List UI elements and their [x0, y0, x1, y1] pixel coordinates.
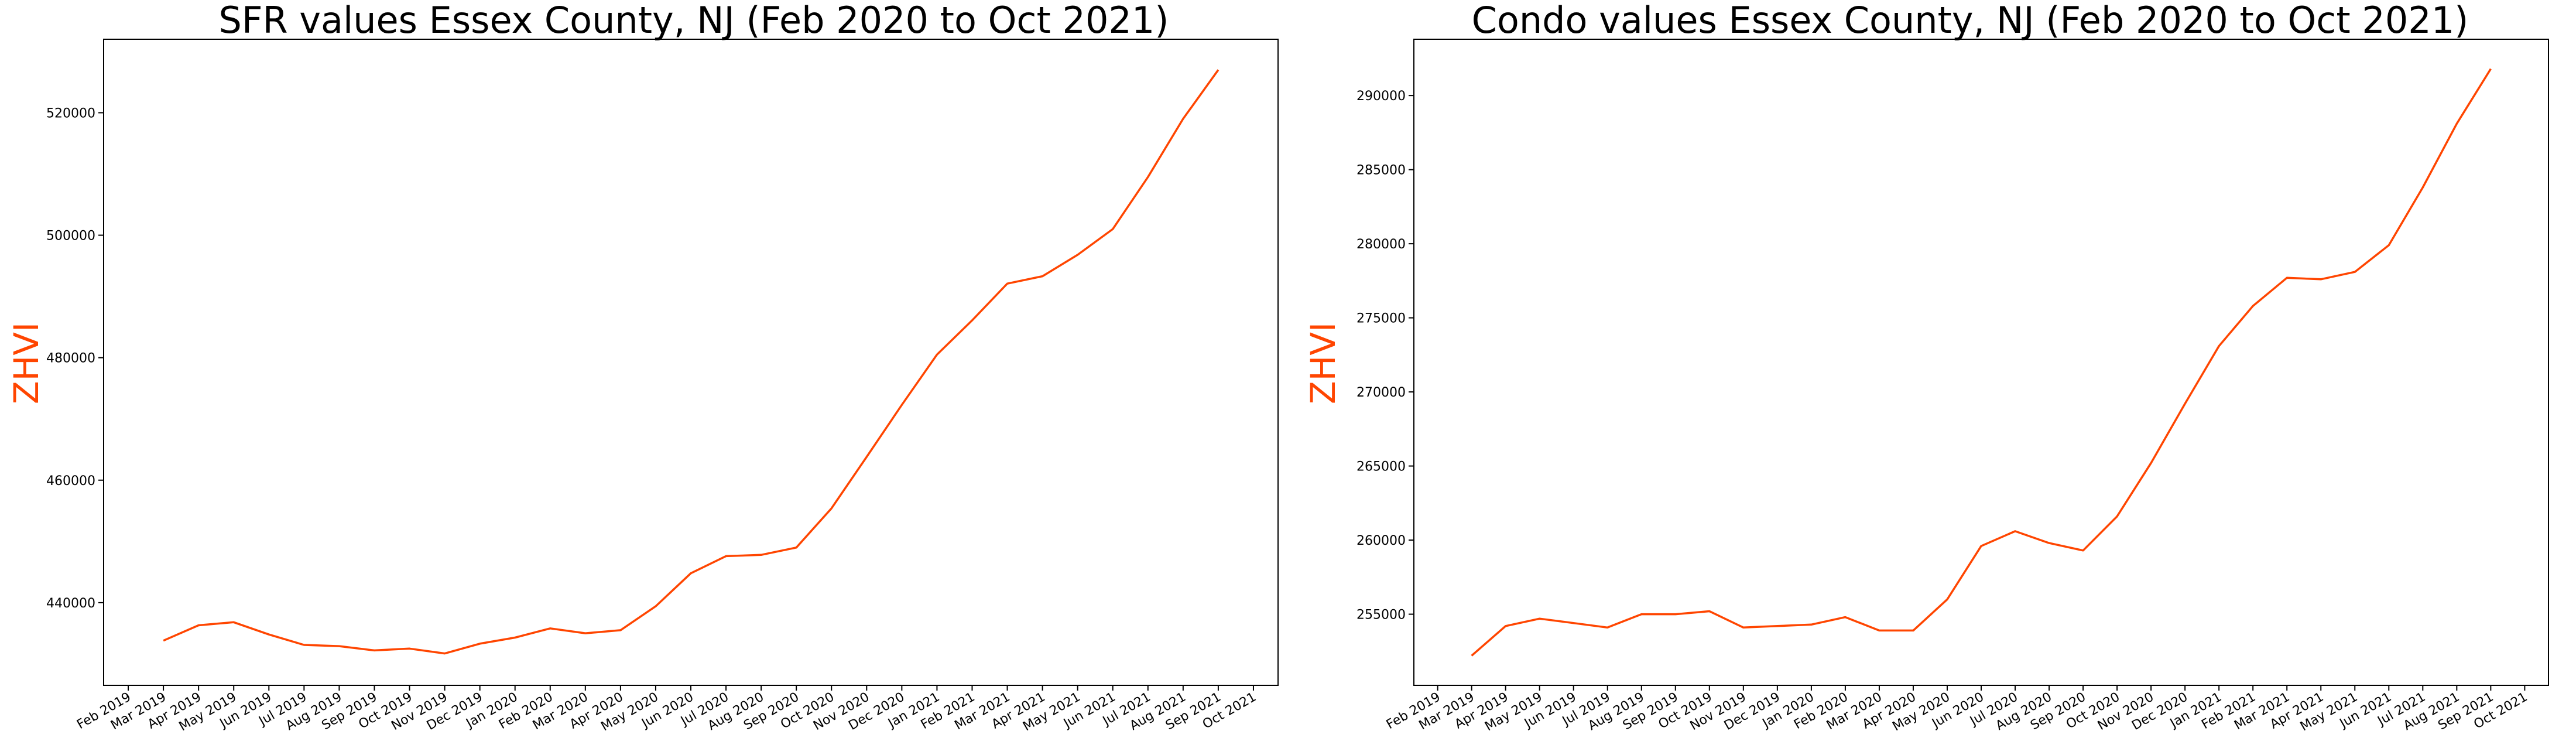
- series-line: [1471, 68, 2492, 657]
- y-tick-label: 500000: [46, 229, 95, 244]
- y-tick-label: 255000: [1356, 608, 1406, 623]
- plot-area: [103, 39, 1279, 686]
- y-axis-label: ZHVI: [1303, 322, 1343, 404]
- y-tick-label: 285000: [1356, 163, 1406, 178]
- sfr-chart: SFR values Essex County, NJ (Feb 2020 to…: [6, 0, 1279, 734]
- y-axis: 440000 460000 480000 500000 520000: [46, 106, 104, 611]
- y-axis: 255000 260000 265000 270000 275000 280000 2850…: [1356, 89, 1414, 623]
- y-tick-label: 270000: [1356, 385, 1406, 400]
- y-tick-label: 440000: [46, 596, 95, 611]
- plot-area: [1413, 39, 2549, 686]
- y-tick-label: 520000: [46, 106, 95, 121]
- chart-title: Condo values Essex County, NJ (Feb 2020 …: [1472, 0, 2469, 42]
- y-tick-label: 275000: [1356, 312, 1406, 326]
- series-line: [163, 69, 1220, 655]
- chart-title: SFR values Essex County, NJ (Feb 2020 to…: [219, 0, 1169, 42]
- y-tick-label: 480000: [46, 351, 95, 366]
- y-tick-label: 265000: [1356, 460, 1406, 474]
- condo-chart: Condo values Essex County, NJ (Feb 2020 …: [1303, 0, 2549, 734]
- y-tick-label: 280000: [1356, 237, 1406, 252]
- y-tick-label: 290000: [1356, 89, 1406, 104]
- y-tick-label: 260000: [1356, 534, 1406, 548]
- y-tick-label: 460000: [46, 474, 95, 489]
- y-axis-label: ZHVI: [6, 322, 46, 404]
